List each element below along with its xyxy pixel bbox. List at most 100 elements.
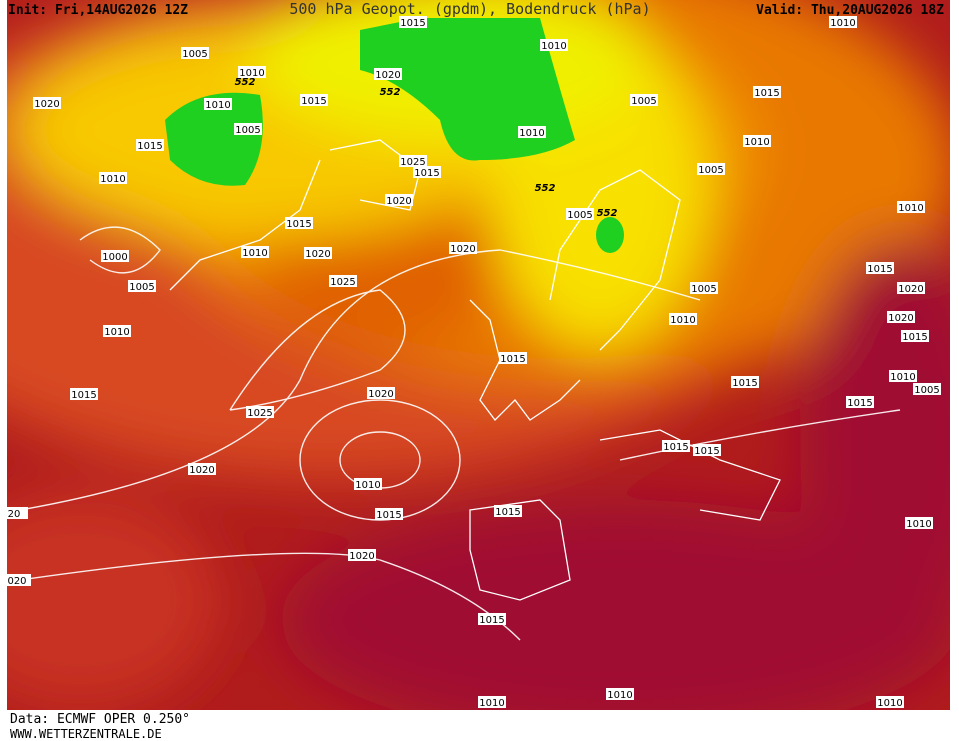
label-box [478, 613, 506, 625]
isobar-label: 20 [8, 509, 21, 520]
isobar-label: 1010 [355, 480, 380, 491]
label-box [829, 16, 857, 28]
label-box [241, 246, 269, 258]
isobar-label: 1015 [400, 18, 425, 29]
isobar-label: 1010 [877, 698, 902, 709]
label-box [693, 444, 721, 456]
isobar-label: 1010 [100, 174, 125, 185]
isobar-label: 1015 [495, 507, 520, 518]
data-source: Data: ECMWF OPER 0.250° [10, 712, 190, 727]
isobar-label: 1010 [607, 690, 632, 701]
isobar-label: 1005 [182, 49, 207, 60]
label-box [913, 383, 941, 395]
isobar-label: 1020 [368, 389, 393, 400]
isobar-label: 1020 [375, 70, 400, 81]
isobar-label: 1010 [890, 372, 915, 383]
label-box [0, 507, 28, 519]
isobar-label: 1005 [129, 282, 154, 293]
label-box [348, 549, 376, 561]
label-box [846, 396, 874, 408]
isobar-label: 1010 [519, 128, 544, 139]
isobar-label: 1005 [691, 284, 716, 295]
isobar-label: 1020 [189, 465, 214, 476]
isobar-label: 1015 [902, 332, 927, 343]
label-box [246, 406, 274, 418]
isobar-label: 1010 [898, 203, 923, 214]
isobar-label: 1025 [330, 277, 355, 288]
label-box [181, 47, 209, 59]
isobar-label: 1015 [71, 390, 96, 401]
label-box [3, 574, 31, 586]
isobar-label: 1010 [239, 68, 264, 79]
init-time: Init: Fri,14AUG2026 12Z [8, 3, 188, 18]
footer-bg [0, 710, 959, 741]
label-box [905, 517, 933, 529]
isobar-label: 1015 [137, 141, 162, 152]
isobar-label: 1020 [898, 284, 923, 295]
label-box [101, 250, 129, 262]
isobar-label: 1010 [242, 248, 267, 259]
label-box [374, 68, 402, 80]
label-box [897, 282, 925, 294]
isobar-label: 020 [7, 576, 26, 587]
isobar-label: 1020 [450, 244, 475, 255]
isobar-label: 1010 [830, 18, 855, 29]
isobar-label: 1005 [698, 165, 723, 176]
isobar-label: 1010 [541, 41, 566, 52]
isobar-label: 1005 [631, 96, 656, 107]
label-box [449, 242, 477, 254]
isobar-label: 552 [235, 77, 256, 88]
label-box [285, 217, 313, 229]
label-box [399, 16, 427, 28]
isobar-label: 1010 [670, 315, 695, 326]
isobar-label: 1015 [694, 446, 719, 457]
isobar-label: 1015 [479, 615, 504, 626]
label-box [499, 352, 527, 364]
label-box [304, 247, 332, 259]
isobar-label: 1015 [663, 442, 688, 453]
label-box [204, 98, 232, 110]
label-box [889, 370, 917, 382]
label-box [494, 505, 522, 517]
label-box [367, 387, 395, 399]
label-box [566, 208, 594, 220]
isobar-label: 1020 [349, 551, 374, 562]
isobar-label: 1010 [205, 100, 230, 111]
label-box [662, 440, 690, 452]
label-box [188, 463, 216, 475]
isobar-label: 1015 [754, 88, 779, 99]
label-box [329, 275, 357, 287]
label-box [375, 508, 403, 520]
label-box [300, 94, 328, 106]
label-box [103, 325, 131, 337]
isobar-label: 1010 [906, 519, 931, 530]
label-box [731, 376, 759, 388]
label-box [866, 262, 894, 274]
label-box [478, 696, 506, 708]
isobar-label: 1015 [414, 168, 439, 179]
label-box [753, 86, 781, 98]
label-box [399, 155, 427, 167]
label-box [876, 696, 904, 708]
isobar-label: 1010 [479, 698, 504, 709]
label-box [697, 163, 725, 175]
label-box [669, 313, 697, 325]
label-box [136, 139, 164, 151]
label-box [606, 688, 634, 700]
map-title: 500 hPa Geopot. (gpdm), Bodendruck (hPa) [289, 0, 650, 18]
isobar-label: 1025 [400, 157, 425, 168]
isobar-label: 1015 [732, 378, 757, 389]
label-box [901, 330, 929, 342]
label-box [33, 97, 61, 109]
label-box [690, 282, 718, 294]
isobar-label: 1005 [235, 125, 260, 136]
isobar-label: 1020 [34, 99, 59, 110]
valid-time: Valid: Thu,20AUG2026 18Z [756, 3, 944, 18]
label-box [354, 478, 382, 490]
isobar-label: 552 [380, 87, 401, 98]
isobar-label: 1010 [744, 137, 769, 148]
isobar-label: 1015 [500, 354, 525, 365]
label-box [540, 39, 568, 51]
